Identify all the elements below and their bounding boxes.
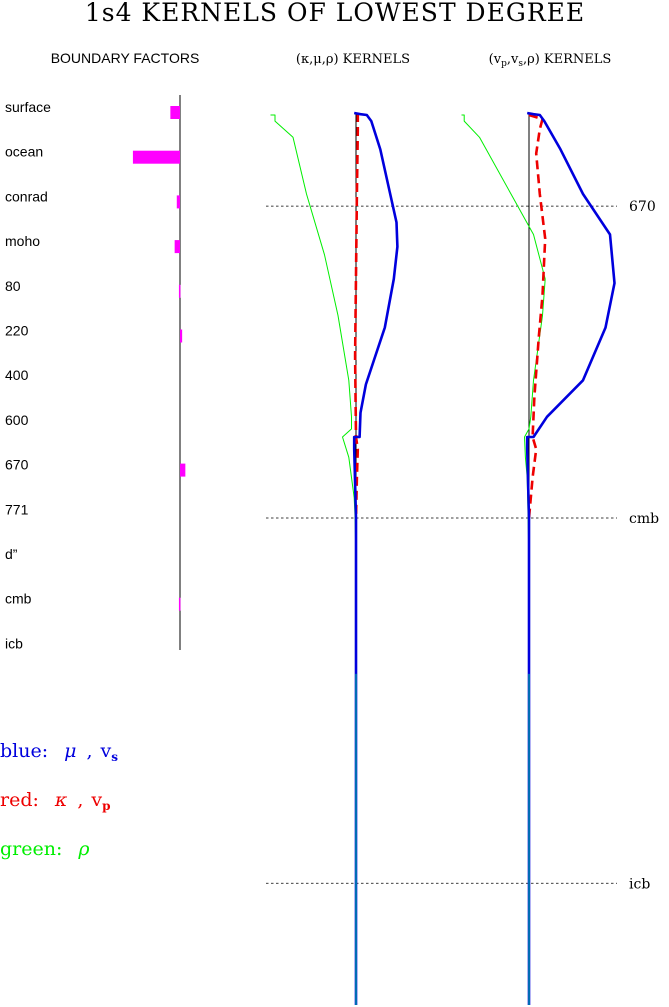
legend-green: green: ρ — [0, 838, 90, 860]
boundary-bar-2 — [176, 195, 180, 209]
reference-lines: 670 cmb icb — [266, 199, 659, 892]
boundary-label-3: moho — [5, 233, 40, 249]
legend-red: red: κ, vp — [0, 789, 111, 813]
boundary-label-8: 670 — [5, 457, 29, 473]
boundary-bar-0 — [170, 106, 180, 119]
boundary-bar-1 — [132, 150, 180, 164]
boundary-label-2: conrad — [5, 188, 48, 204]
boundary-factors-title: BOUNDARY FACTORS — [51, 50, 200, 66]
boundary-labels: surface ocean conrad moho 80 220 400 600 670 771 d… — [5, 99, 51, 651]
boundary-label-6: 400 — [5, 367, 29, 383]
series-1-00ee00 — [270, 114, 357, 1005]
boundary-bar-3 — [174, 240, 180, 254]
series-2-00ee00 — [461, 114, 546, 1005]
legend-blue: blue: μ, vs — [0, 740, 118, 764]
boundary-bar-4 — [178, 284, 181, 298]
chart-title: 1s4 KERNELS OF LOWEST DEGREE — [85, 0, 585, 27]
kernel-panels — [270, 111, 616, 1005]
ref-label-670: 670 — [629, 199, 656, 215]
kernel-panel-2-title: (vp,vs,ρ) KERNELS — [489, 52, 612, 69]
boundary-label-7: 600 — [5, 412, 29, 428]
boundary-label-1: ocean — [5, 144, 43, 160]
series-2-0000dd — [525, 111, 616, 1005]
boundary-bars — [132, 106, 186, 611]
series-2-ee0000 — [527, 113, 547, 519]
series-1-0000dd — [352, 111, 399, 1005]
legend: blue: μ, vs red: κ, vp green: ρ — [0, 740, 118, 860]
kernel-panel-2 — [461, 111, 616, 1005]
boundary-label-11: cmb — [5, 591, 32, 607]
boundary-label-4: 80 — [5, 278, 21, 294]
boundary-bar-8 — [180, 463, 186, 477]
series-1-ee0000 — [353, 113, 360, 519]
kernel-panel-1 — [270, 111, 399, 1005]
boundary-label-10: d” — [5, 546, 18, 562]
ref-label-icb: icb — [629, 876, 650, 892]
boundary-bar-5 — [180, 329, 183, 343]
boundary-label-0: surface — [5, 99, 51, 115]
kernel-panel-1-title: (κ,μ,ρ) KERNELS — [296, 52, 410, 67]
ref-label-cmb: cmb — [629, 511, 659, 527]
boundary-label-9: 771 — [5, 501, 29, 517]
boundary-label-5: 220 — [5, 323, 29, 339]
boundary-bar-11 — [178, 597, 181, 611]
boundary-label-12: icb — [5, 635, 23, 651]
